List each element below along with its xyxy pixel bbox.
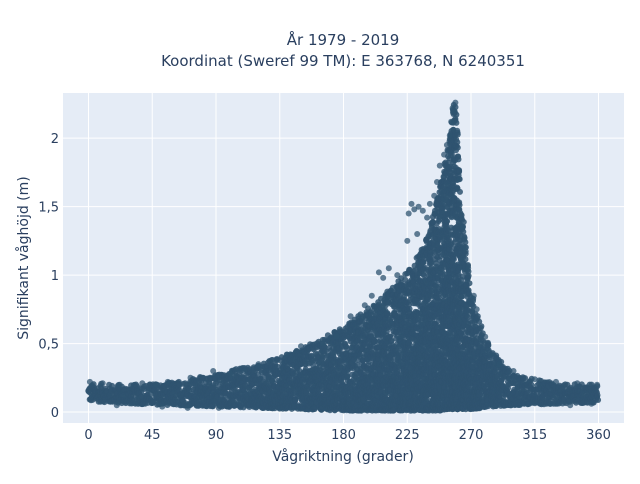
chart-title: År 1979 - 2019 [287, 30, 400, 49]
data-point [444, 218, 450, 224]
chart-subtitle: Koordinat (Sweref 99 TM): E 363768, N 62… [161, 52, 525, 70]
